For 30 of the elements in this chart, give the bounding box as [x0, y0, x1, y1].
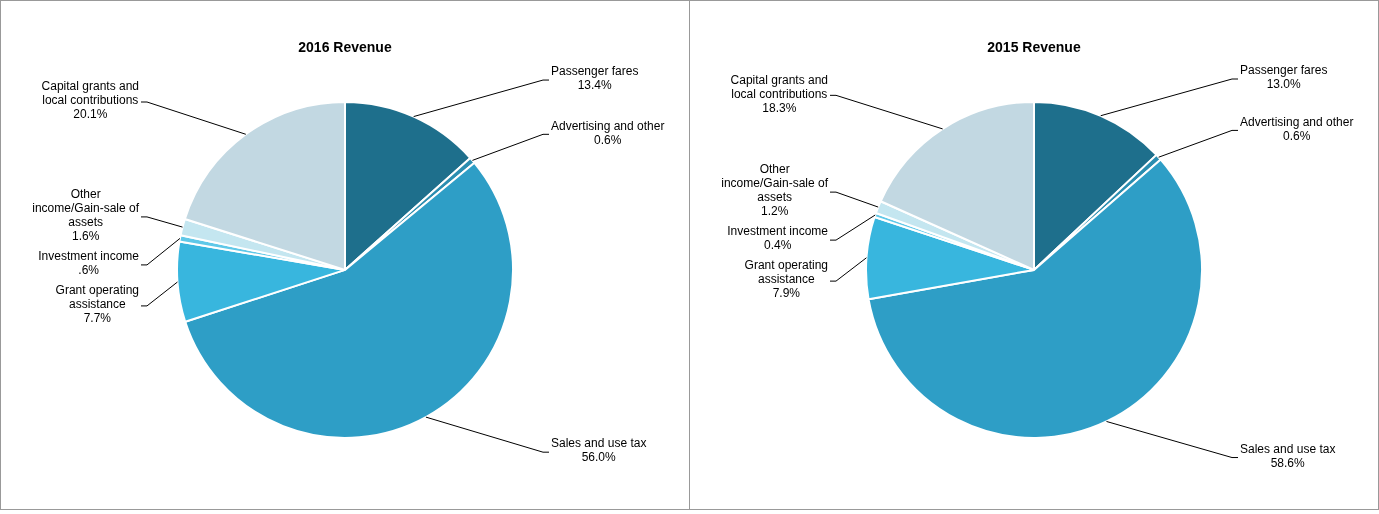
slice-label: Sales and use tax	[1240, 441, 1336, 456]
data-label: 58.6%	[1270, 455, 1306, 470]
slice-label: Advertising and other	[551, 118, 665, 133]
data-label: 20.1%	[73, 107, 108, 122]
chart-title: 2016 Revenue	[298, 39, 392, 56]
slice-label: Capital grants and local contributions	[730, 72, 829, 101]
data-label: 1.6%	[71, 229, 100, 244]
slice-label: Other income/Gain-sale of assets	[721, 162, 829, 205]
slice-label: Investment income	[727, 224, 829, 239]
data-label: 13.4%	[577, 78, 613, 93]
data-label: 0.6%	[594, 132, 622, 147]
slice-label: Other income/Gain-sale of assets	[32, 187, 140, 230]
data-label: 0.6%	[1283, 128, 1311, 143]
slice-label: Grant operating assistance	[744, 258, 828, 287]
slice-label: Advertising and other	[1240, 114, 1354, 129]
data-label: 18.3%	[762, 100, 797, 115]
data-label: 13.0%	[1266, 77, 1302, 92]
data-label: 56.0%	[581, 450, 617, 465]
slice-label: Investment income	[38, 249, 140, 264]
slice-label: Passenger fares	[551, 64, 639, 79]
chart-title: 2015 Revenue	[987, 39, 1081, 56]
slice-label: Grant operating assistance	[55, 283, 139, 312]
data-label: 7.7%	[83, 311, 112, 326]
slice-label: Passenger fares	[1240, 63, 1328, 78]
data-label: .6%	[78, 263, 100, 278]
data-label: 7.9%	[772, 286, 801, 301]
data-label: 0.4%	[763, 238, 792, 253]
slice-label: Sales and use tax	[551, 436, 647, 451]
slice-label: Capital grants and local contributions	[41, 79, 140, 108]
data-label: 1.2%	[760, 204, 789, 219]
